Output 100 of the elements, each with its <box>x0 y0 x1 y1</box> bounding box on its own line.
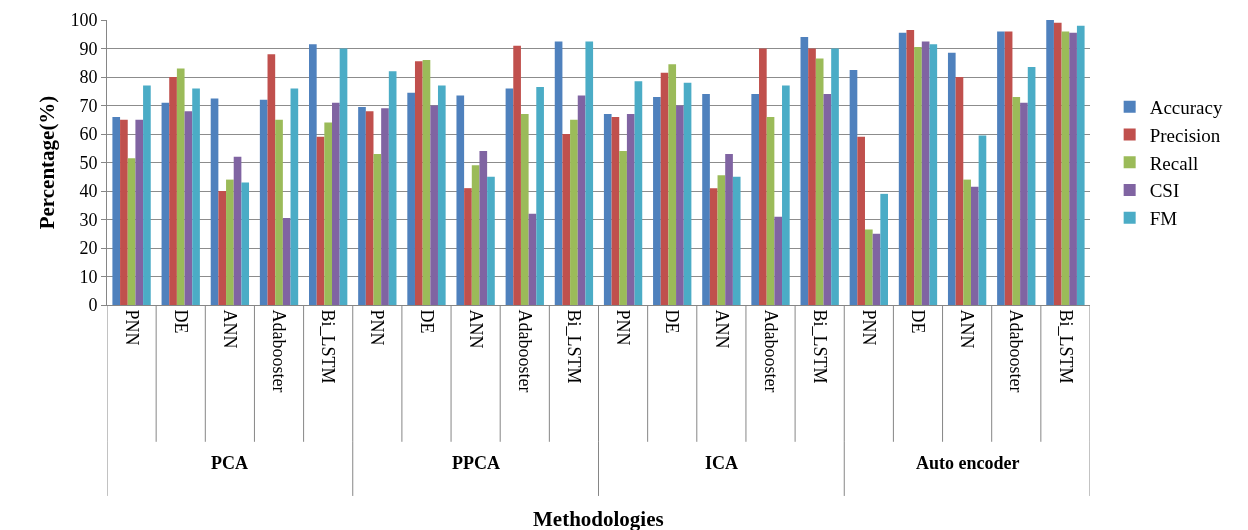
text: ICA <box>705 453 739 473</box>
bar <box>464 188 472 305</box>
bar <box>487 176 495 305</box>
bar <box>660 72 669 305</box>
bar <box>831 48 839 305</box>
bar <box>864 229 873 305</box>
bar <box>997 31 1005 305</box>
bar <box>135 119 144 305</box>
bar <box>316 136 325 305</box>
bar <box>759 48 767 305</box>
x-tick-label: DE <box>662 309 683 334</box>
bar <box>963 179 971 305</box>
bar <box>774 216 783 305</box>
x-tick-label: Adabooster <box>269 309 290 393</box>
bar <box>898 32 907 305</box>
bar <box>970 186 979 305</box>
bar <box>437 85 446 305</box>
bar <box>823 94 832 305</box>
bar <box>585 41 594 305</box>
bar <box>921 41 930 305</box>
bar <box>849 69 858 305</box>
bar <box>1012 96 1021 305</box>
bar <box>120 119 128 305</box>
bar <box>161 102 170 305</box>
y-tick-label: 90 <box>79 38 98 59</box>
bar <box>259 99 268 305</box>
bar <box>520 114 529 305</box>
bar <box>619 151 627 305</box>
legend-label: Accuracy <box>1149 97 1223 119</box>
y-tick-label: 60 <box>79 124 98 145</box>
x-tick-label: DE <box>908 309 929 334</box>
x-tick-label: Bi_LSTM <box>809 309 830 384</box>
bar <box>766 116 775 305</box>
bar <box>528 213 537 305</box>
bar <box>422 59 431 305</box>
legend-label: CSI <box>1149 180 1180 202</box>
bar <box>577 95 586 305</box>
bar <box>505 88 514 305</box>
bar <box>1069 32 1077 305</box>
bar <box>732 176 741 305</box>
y-tick-label: 10 <box>79 266 98 287</box>
bar <box>127 158 136 305</box>
bar <box>914 47 922 305</box>
x-tick-label: ANN <box>220 309 241 349</box>
bar <box>373 153 382 305</box>
bar <box>947 52 956 305</box>
bar <box>676 105 684 305</box>
bar <box>1004 31 1013 305</box>
bar <box>282 218 291 305</box>
bar <box>112 116 121 305</box>
bar <box>218 191 227 305</box>
bar <box>653 96 661 305</box>
bar <box>978 135 987 305</box>
bar <box>513 45 521 305</box>
bar <box>562 134 571 305</box>
x-tick-label: Adabooster <box>760 309 781 393</box>
bar <box>176 68 185 305</box>
bar <box>702 94 710 305</box>
bar <box>365 111 374 305</box>
bar <box>358 106 366 305</box>
bar <box>192 88 200 305</box>
y-tick-label: 100 <box>70 10 98 31</box>
x-tick-label: PNN <box>121 309 142 346</box>
bar <box>414 61 423 305</box>
y-tick-label: 50 <box>79 152 98 173</box>
bar <box>709 188 718 305</box>
bar <box>1027 67 1036 305</box>
y-tick-label: 0 <box>88 295 98 316</box>
bar <box>872 233 881 305</box>
bar <box>1020 102 1028 305</box>
bar <box>782 85 790 305</box>
bar <box>929 44 938 305</box>
bar <box>808 48 816 305</box>
bar <box>388 71 397 305</box>
bar <box>626 114 635 305</box>
bar <box>275 119 283 305</box>
x-tick-label: Bi_LSTM <box>318 309 339 384</box>
bar <box>634 81 643 305</box>
bar <box>1061 31 1070 305</box>
bar <box>324 122 333 305</box>
x-tick-label: Adabooster <box>1006 309 1027 393</box>
x-tick-label: PNN <box>367 309 388 346</box>
bar <box>717 175 726 305</box>
x-tick-label: DE <box>170 309 191 334</box>
y-tick-label: 80 <box>79 67 98 88</box>
x-tick-label: ANN <box>711 309 732 349</box>
bar <box>479 151 488 305</box>
bar <box>169 77 177 305</box>
y-axis-title: Percentage(%) <box>34 95 59 230</box>
legend-label: Precision <box>1149 124 1221 146</box>
text: PPCA <box>452 453 500 473</box>
bar <box>471 165 480 305</box>
bar <box>381 108 389 305</box>
text: Auto encoder <box>916 453 1020 473</box>
y-tick-label: 30 <box>79 209 98 230</box>
x-tick-label: Bi_LSTM <box>1055 309 1076 384</box>
bar <box>339 48 348 305</box>
bar <box>1046 20 1054 305</box>
bar <box>857 136 865 305</box>
bar <box>233 156 242 305</box>
